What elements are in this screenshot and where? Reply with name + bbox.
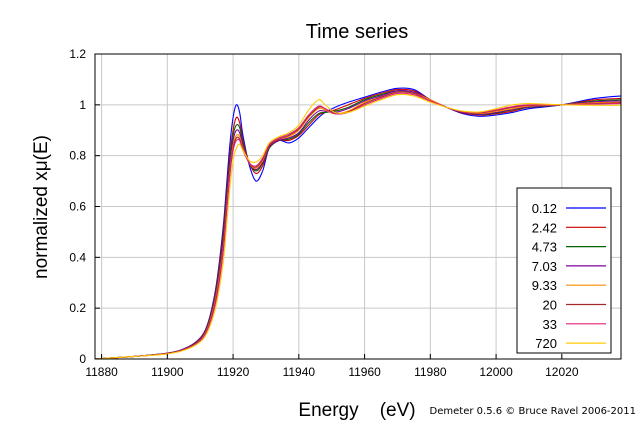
x-tick-label: 11940 (283, 365, 316, 379)
legend-box (516, 187, 612, 354)
x-tick-label: 11920 (217, 365, 250, 379)
y-tick-label: 0 (79, 352, 86, 366)
y-tick-label: 0.2 (69, 301, 86, 315)
legend-label-9.33: 9.33 (532, 278, 557, 293)
y-axis-label: normalized xμ(E) (31, 135, 52, 279)
chart-title: Time series (306, 21, 409, 43)
x-tick-label: 11980 (414, 365, 447, 379)
axis-ticks: 11880 11900 11920 11940 11960 11980 12000 12020… (69, 47, 579, 379)
series-line-720 (94, 93, 622, 360)
y-tick-label: 0.8 (69, 149, 86, 163)
legend-label-33: 33 (543, 317, 557, 332)
legend-label-2.42: 2.42 (532, 220, 557, 235)
x-tick-label: 11880 (85, 365, 118, 379)
legend-label-0.12: 0.12 (532, 201, 557, 216)
x-tick-label: 12020 (545, 365, 579, 379)
legend-label-20: 20 (543, 298, 557, 313)
legend-label-7.03: 7.03 (532, 259, 557, 274)
legend: 0.12 2.42 4.73 7.03 9.33 20 33 720 (516, 187, 612, 354)
series-lines (94, 87, 622, 360)
y-tick-label: 0.6 (69, 200, 86, 214)
y-tick-label: 1.2 (69, 47, 86, 61)
y-tick-label: 0.4 (69, 250, 86, 264)
x-tick-label: 12000 (479, 365, 513, 379)
credit-text: Demeter 0.5.6 © Bruce Ravel 2006-2011 (430, 406, 636, 417)
x-tick-label: 11900 (151, 365, 184, 379)
legend-label-4.73: 4.73 (532, 240, 557, 255)
legend-label-720: 720 (535, 336, 557, 351)
x-tick-label: 11960 (348, 365, 381, 379)
y-tick-label: 1 (79, 98, 86, 112)
x-axis-label: Energy (eV) (298, 400, 415, 421)
